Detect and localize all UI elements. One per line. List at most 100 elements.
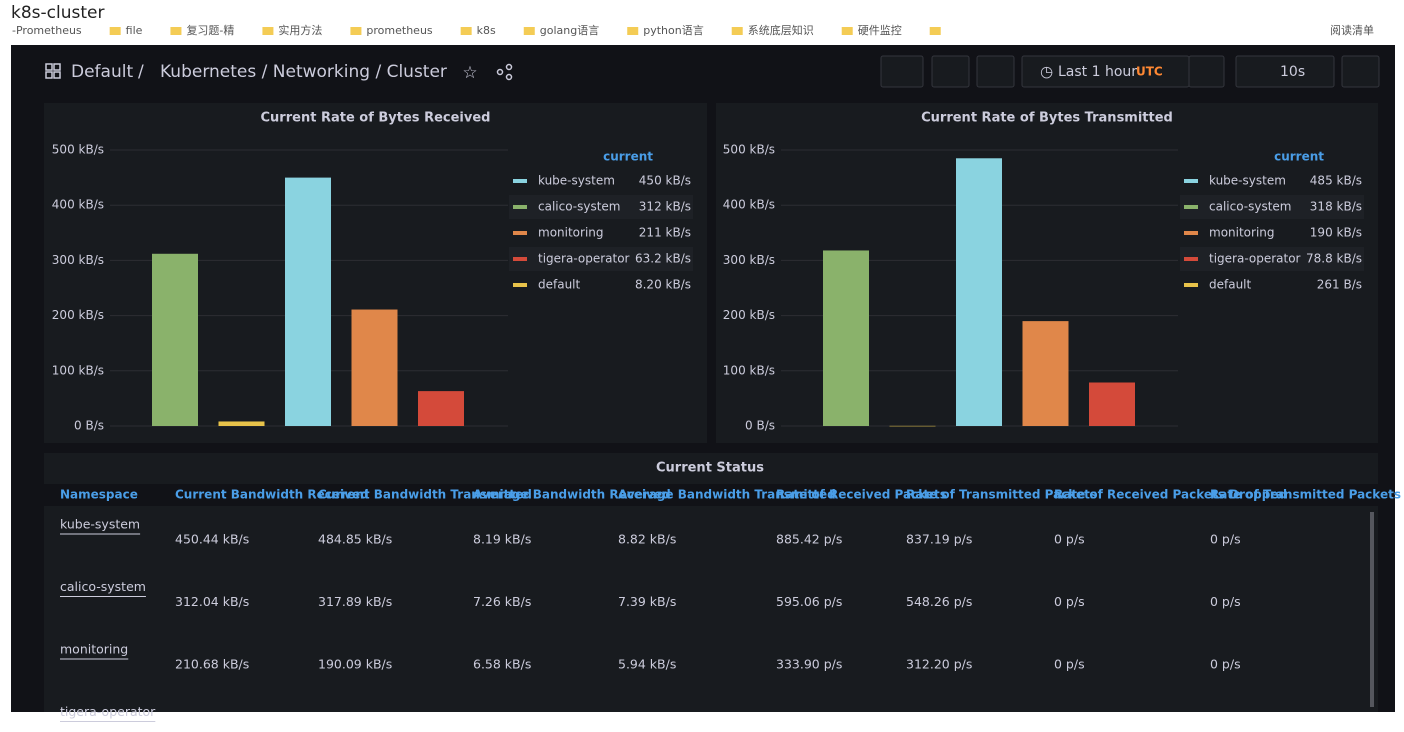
- table-cell: 317.89 kB/s: [318, 594, 392, 609]
- zoom-out-button[interactable]: [1189, 56, 1224, 87]
- bookmark[interactable]: file: [126, 24, 143, 37]
- table-cell: 0 p/s: [1054, 657, 1085, 672]
- bookmark[interactable]: 实用方法: [278, 23, 322, 37]
- legend-swatch: [513, 283, 527, 287]
- y-tick-label: 100 kB/s: [723, 363, 775, 377]
- column-header[interactable]: Rate of Transmitted Packets Dropped: [1210, 488, 1404, 502]
- legend-swatch: [513, 257, 527, 261]
- table-cell: 210.68 kB/s: [175, 657, 249, 672]
- panel-title: Current Rate of Bytes Received: [261, 111, 491, 126]
- folder-icon: [170, 27, 181, 35]
- legend-value: 312 kB/s: [639, 200, 691, 214]
- namespace-link[interactable]: kube-system: [60, 517, 140, 532]
- time-range[interactable]: Last 1 hour: [1058, 64, 1137, 80]
- y-tick-label: 400 kB/s: [723, 198, 775, 212]
- legend-name[interactable]: default: [1209, 278, 1252, 292]
- bookmark[interactable]: -Prometheus: [12, 24, 82, 37]
- legend-name[interactable]: monitoring: [538, 226, 604, 240]
- legend-title[interactable]: current: [1274, 150, 1324, 164]
- legend-value: 78.8 kB/s: [1306, 252, 1362, 266]
- y-tick-label: 500 kB/s: [723, 143, 775, 157]
- y-tick-label: 300 kB/s: [52, 253, 104, 267]
- bookmark[interactable]: 阅读清单: [1330, 23, 1374, 37]
- breadcrumb-dashboard[interactable]: Kubernetes / Networking / Cluster: [160, 62, 447, 82]
- bookmark[interactable]: python语言: [643, 24, 703, 37]
- table-cell: 312.20 p/s: [906, 657, 972, 672]
- bar: [152, 254, 198, 426]
- table-cell: 8.19 kB/s: [473, 532, 531, 547]
- legend-name[interactable]: tigera-operator: [1209, 252, 1301, 266]
- table-cell: 0 p/s: [1210, 657, 1241, 672]
- legend-swatch: [1184, 283, 1198, 287]
- folder-icon: [524, 27, 535, 35]
- add-panel-button[interactable]: [881, 56, 923, 87]
- legend-swatch: [1184, 179, 1198, 183]
- legend-name[interactable]: default: [538, 278, 581, 292]
- legend-value: 63.2 kB/s: [635, 252, 691, 266]
- namespace-link[interactable]: calico-system: [60, 579, 146, 594]
- table-cell: 0 p/s: [1210, 532, 1241, 547]
- table-cell: 595.06 p/s: [776, 594, 842, 609]
- table-cell: 333.90 p/s: [776, 657, 842, 672]
- bookmark[interactable]: prometheus: [366, 24, 433, 37]
- bookmark[interactable]: 复习题-精: [186, 23, 234, 37]
- y-tick-label: 0 B/s: [745, 419, 775, 433]
- namespace-link[interactable]: tigera-operator: [60, 704, 156, 719]
- folder-icon: [930, 27, 941, 35]
- y-tick-label: 200 kB/s: [52, 308, 104, 322]
- legend-name[interactable]: monitoring: [1209, 226, 1275, 240]
- legend-name[interactable]: kube-system: [1209, 174, 1286, 188]
- table-cell: 190.09 kB/s: [318, 657, 392, 672]
- settings-button[interactable]: [977, 56, 1014, 87]
- y-tick-label: 300 kB/s: [723, 253, 775, 267]
- table-cell: 450.44 kB/s: [175, 532, 249, 547]
- legend-name[interactable]: calico-system: [1209, 200, 1292, 214]
- table-cell: 5.94 kB/s: [618, 657, 676, 672]
- refresh-interval[interactable]: 10s: [1280, 64, 1305, 80]
- legend-swatch: [1184, 205, 1198, 209]
- legend-value: 8.20 kB/s: [635, 278, 691, 292]
- namespace-link[interactable]: monitoring: [60, 642, 128, 657]
- bookmark[interactable]: 硬件监控: [858, 23, 902, 37]
- table-cell: 548.26 p/s: [906, 594, 972, 609]
- breadcrumb-folder[interactable]: Default: [71, 62, 133, 82]
- bookmark[interactable]: k8s: [477, 24, 496, 37]
- bar: [418, 391, 464, 426]
- table-cell: 0 p/s: [1210, 594, 1241, 609]
- legend-name[interactable]: tigera-operator: [538, 252, 630, 266]
- legend-value: 211 kB/s: [639, 226, 691, 240]
- legend-value: 450 kB/s: [639, 174, 691, 188]
- star-button[interactable]: ☆: [462, 63, 477, 83]
- y-tick-label: 200 kB/s: [723, 308, 775, 322]
- bookmark[interactable]: 系统底层知识: [748, 23, 814, 37]
- legend-swatch: [1184, 257, 1198, 261]
- panel-title: Current Status: [656, 461, 764, 476]
- legend-name[interactable]: calico-system: [538, 200, 621, 214]
- legend-value: 318 kB/s: [1310, 200, 1362, 214]
- bar: [219, 421, 265, 426]
- y-tick-label: 400 kB/s: [52, 198, 104, 212]
- column-header[interactable]: Namespace: [60, 488, 138, 502]
- legend-title[interactable]: current: [603, 150, 653, 164]
- bar: [285, 178, 331, 426]
- timezone: UTC: [1136, 65, 1163, 79]
- table-cell: 7.26 kB/s: [473, 594, 531, 609]
- window-title: k8s-cluster: [11, 3, 104, 23]
- legend-value: 261 B/s: [1317, 278, 1362, 292]
- table-cell: 8.82 kB/s: [618, 532, 676, 547]
- legend-swatch: [513, 205, 527, 209]
- bar: [890, 426, 936, 427]
- tv-mode-button[interactable]: [1342, 56, 1379, 87]
- table-cell: 7.39 kB/s: [618, 594, 676, 609]
- save-button[interactable]: [932, 56, 969, 87]
- legend-name[interactable]: kube-system: [538, 174, 615, 188]
- bar: [1023, 321, 1069, 426]
- bookmark[interactable]: golang语言: [540, 24, 599, 37]
- table-cell: 837.19 p/s: [906, 532, 972, 547]
- bar: [823, 250, 869, 426]
- folder-icon: [461, 27, 472, 35]
- legend-value: 485 kB/s: [1310, 174, 1362, 188]
- scrollbar: [1370, 512, 1374, 707]
- y-tick-label: 0 B/s: [74, 419, 104, 433]
